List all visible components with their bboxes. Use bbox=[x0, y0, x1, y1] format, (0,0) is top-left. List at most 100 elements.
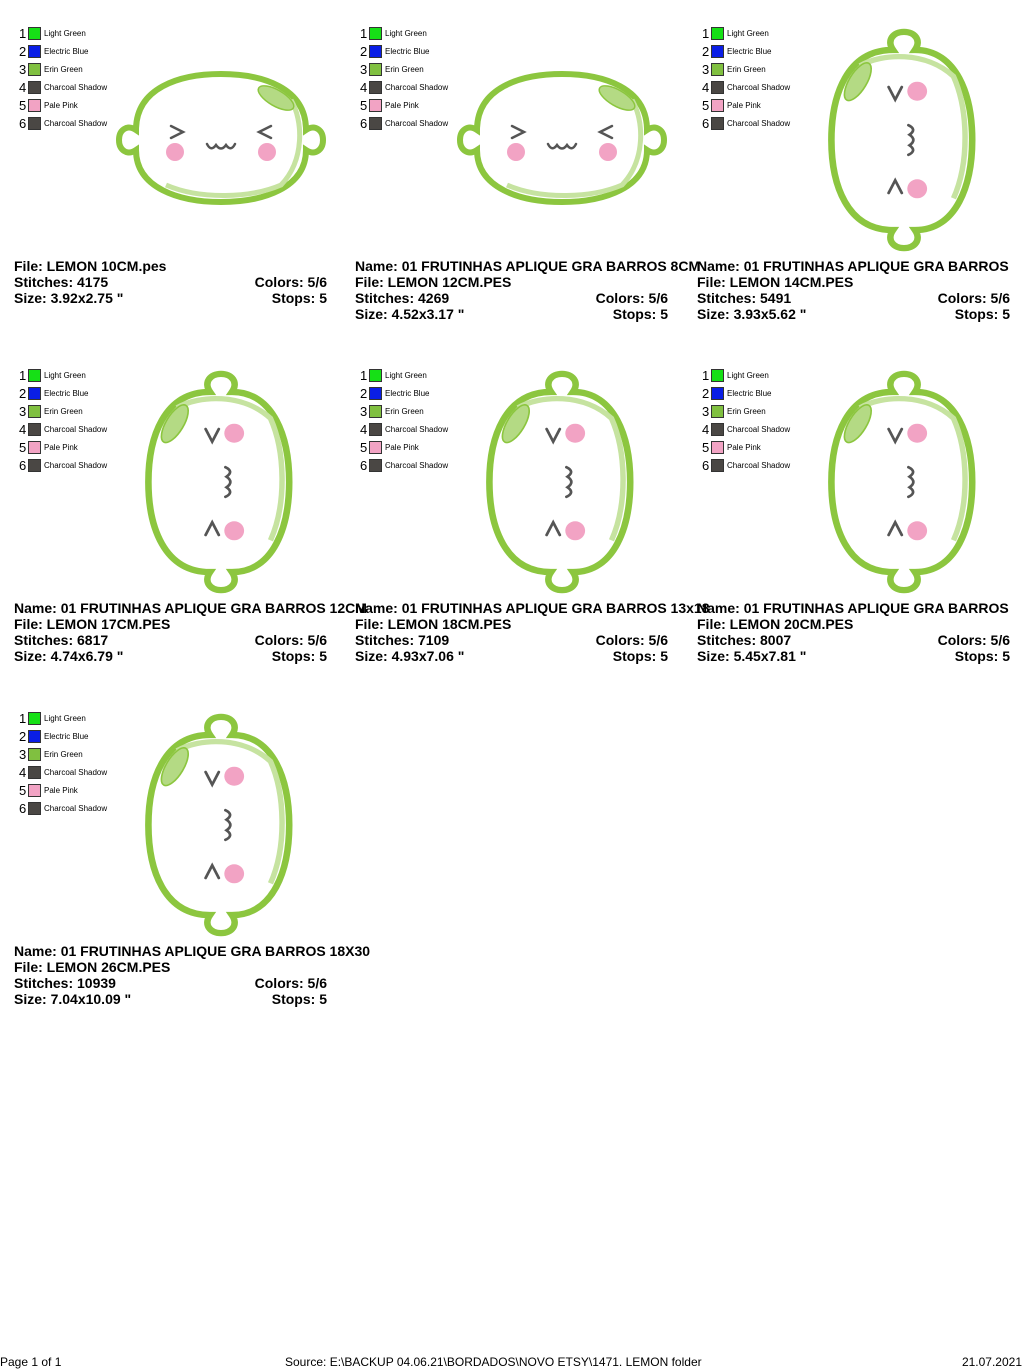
thread-number: 2 bbox=[19, 44, 27, 59]
thread-name: Pale Pink bbox=[385, 443, 419, 452]
thread-swatch bbox=[711, 63, 724, 76]
lemon-cheek bbox=[507, 143, 525, 161]
design-name-value: 01 FRUTINHAS APLIQUE GRA BARROS 18X30 bbox=[60, 943, 371, 959]
stitch-count-label: Stitches: bbox=[697, 290, 757, 306]
lemon-design bbox=[828, 370, 976, 594]
lemon-shade bbox=[506, 98, 644, 198]
color-count-value: 5/6 bbox=[307, 632, 327, 648]
stitch-count-value: 7109 bbox=[418, 632, 450, 648]
thread-number: 1 bbox=[19, 26, 27, 41]
print-date: 21.07.2021 bbox=[961, 1355, 1022, 1369]
design-name-label: Name: bbox=[355, 600, 398, 616]
thread-swatch bbox=[369, 441, 382, 454]
stop-count-value: 5 bbox=[1002, 306, 1010, 322]
thread-name: Erin Green bbox=[385, 407, 424, 416]
thread-swatch bbox=[711, 117, 724, 130]
stop-count: Stops: 5 bbox=[272, 991, 327, 1007]
thread-number: 2 bbox=[19, 729, 27, 744]
stitch-count: Stitches: 6817 bbox=[14, 632, 108, 648]
thread-name: Electric Blue bbox=[727, 389, 772, 398]
lemon-design bbox=[145, 713, 293, 937]
thread-name: Charcoal Shadow bbox=[44, 804, 108, 813]
design-name: Name: 01 FRUTINHAS APLIQUE GRA BARROS 13… bbox=[355, 600, 710, 616]
stop-count: Stops: 5 bbox=[955, 306, 1010, 322]
thread-number: 3 bbox=[360, 62, 368, 77]
thread-name: Light Green bbox=[727, 371, 769, 380]
file-name: File: LEMON 18CM.PES bbox=[355, 616, 511, 632]
thread-swatch bbox=[28, 387, 41, 400]
lemon-design bbox=[486, 370, 634, 594]
page-number: Page 1 of 1 bbox=[0, 1355, 62, 1369]
stitch-count: Stitches: 8007 bbox=[697, 632, 791, 648]
thread-swatch bbox=[369, 45, 382, 58]
lemon-cheek bbox=[907, 423, 928, 443]
stop-count-label: Stops: bbox=[954, 306, 999, 322]
thread-name: Charcoal Shadow bbox=[44, 425, 108, 434]
thread-swatch bbox=[28, 712, 41, 725]
thread-number: 4 bbox=[19, 422, 27, 437]
thread-name: Electric Blue bbox=[385, 47, 430, 56]
lemon-mouth bbox=[205, 142, 237, 150]
thread-swatch bbox=[28, 441, 41, 454]
design-name: Name: 01 FRUTINHAS APLIQUE GRA BARROS bbox=[697, 600, 1009, 616]
lemon-group bbox=[486, 370, 634, 594]
thread-number: 2 bbox=[702, 44, 710, 59]
thread-number: 3 bbox=[19, 747, 27, 762]
thread-number: 1 bbox=[360, 368, 368, 383]
thread-swatch bbox=[28, 784, 41, 797]
thread-swatch bbox=[369, 117, 382, 130]
lemon-eyes bbox=[204, 770, 221, 880]
thread-number: 3 bbox=[19, 404, 27, 419]
thread-name: Charcoal Shadow bbox=[44, 119, 108, 128]
color-count-label: Colors: bbox=[254, 274, 304, 290]
thread-number: 5 bbox=[702, 98, 710, 113]
thread-swatch bbox=[28, 748, 41, 761]
lemon-cheek bbox=[565, 521, 586, 541]
lemon-eyes bbox=[887, 85, 904, 195]
thread-number: 1 bbox=[702, 368, 710, 383]
lemon-highlight bbox=[160, 404, 190, 444]
thread-number: 2 bbox=[360, 44, 368, 59]
thread-name: Charcoal Shadow bbox=[44, 461, 108, 470]
design-size: Size: 3.92x2.75 " bbox=[14, 290, 123, 306]
lemon-design bbox=[828, 28, 976, 252]
thread-number: 5 bbox=[702, 440, 710, 455]
lemon-shade bbox=[858, 395, 968, 542]
thread-number: 1 bbox=[19, 368, 27, 383]
thread-number: 4 bbox=[360, 422, 368, 437]
design-name-label: Name: bbox=[14, 943, 57, 959]
lemon-cheek bbox=[907, 521, 928, 541]
stitch-count: Stitches: 5491 bbox=[697, 290, 791, 306]
file-name-label: File: bbox=[14, 258, 43, 274]
thread-swatch bbox=[28, 423, 41, 436]
design-size-label: Size: bbox=[355, 648, 388, 664]
thread-name: Pale Pink bbox=[727, 101, 761, 110]
lemon-design bbox=[145, 370, 293, 594]
design-size-value: 5.45x7.81 " bbox=[733, 648, 807, 664]
thread-swatch bbox=[711, 405, 724, 418]
color-count-label: Colors: bbox=[937, 290, 987, 306]
design-name-label: Name: bbox=[355, 258, 398, 274]
lemon-shade bbox=[165, 98, 303, 198]
design-name: Name: 01 FRUTINHAS APLIQUE GRA BARROS 12… bbox=[14, 600, 367, 616]
lemon-mouth bbox=[546, 142, 578, 150]
thread-name: Pale Pink bbox=[44, 101, 78, 110]
thread-name: Charcoal Shadow bbox=[385, 119, 449, 128]
thread-number: 2 bbox=[19, 386, 27, 401]
thread-name: Light Green bbox=[727, 29, 769, 38]
design-size-value: 7.04x10.09 " bbox=[50, 991, 132, 1007]
stitch-count: Stitches: 7109 bbox=[355, 632, 449, 648]
design-name-value: 01 FRUTINHAS APLIQUE GRA BARROS 12CM bbox=[60, 600, 367, 616]
thread-name: Electric Blue bbox=[44, 389, 89, 398]
thread-swatch bbox=[28, 730, 41, 743]
color-count-label: Colors: bbox=[937, 632, 987, 648]
thread-swatch bbox=[369, 423, 382, 436]
thread-number: 6 bbox=[702, 116, 710, 131]
stop-count-label: Stops: bbox=[612, 306, 657, 322]
design-size: Size: 3.93x5.62 " bbox=[697, 306, 806, 322]
thread-number: 5 bbox=[360, 98, 368, 113]
lemon-outline bbox=[486, 370, 634, 594]
thread-number: 3 bbox=[360, 404, 368, 419]
stop-count-value: 5 bbox=[660, 648, 668, 664]
